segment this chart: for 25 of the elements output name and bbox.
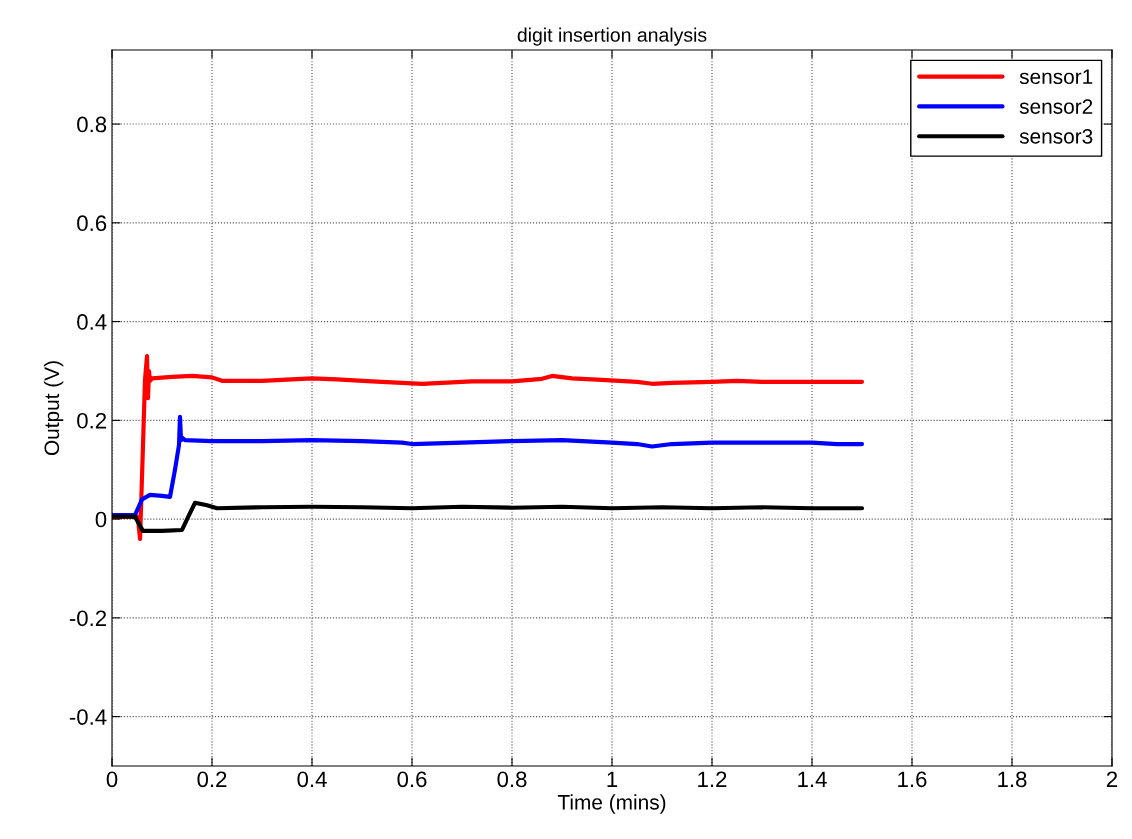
y-tick-label: 0.4 <box>77 314 107 330</box>
legend-label: sensor2 <box>1019 99 1093 114</box>
y-tick-label: -0.4 <box>69 709 107 725</box>
x-tick-label: 0.6 <box>397 771 427 788</box>
x-tick-label: 0.2 <box>197 771 227 788</box>
x-axis-title: Time (mins) <box>557 794 666 814</box>
line-series <box>112 414 865 518</box>
chart-title: digit insertion analysis <box>517 27 707 46</box>
legend-label: sensor3 <box>1019 128 1093 144</box>
x-tick-label: 1.8 <box>998 771 1027 788</box>
x-tick-label: 1.4 <box>798 771 827 787</box>
x-tick-label: 1.2 <box>698 771 727 787</box>
y-tick-label: 0 <box>95 511 107 528</box>
y-tick-label: -0.2 <box>69 610 107 627</box>
legend-label: sensor1 <box>1019 69 1093 85</box>
y-axis-title: Output (V) <box>43 361 64 456</box>
x-tick-label: 0.4 <box>297 771 327 788</box>
y-tick-label: 0.6 <box>77 215 107 232</box>
x-tick-label: 1.6 <box>898 771 927 788</box>
x-tick-label: 1 <box>607 771 618 787</box>
x-tick-label: 2 <box>1106 771 1118 787</box>
x-tick-label: 0 <box>106 771 118 788</box>
x-tick-label: 0.8 <box>497 771 527 788</box>
y-tick-label: 0.8 <box>77 116 107 133</box>
y-tick-label: 0.2 <box>77 412 107 429</box>
